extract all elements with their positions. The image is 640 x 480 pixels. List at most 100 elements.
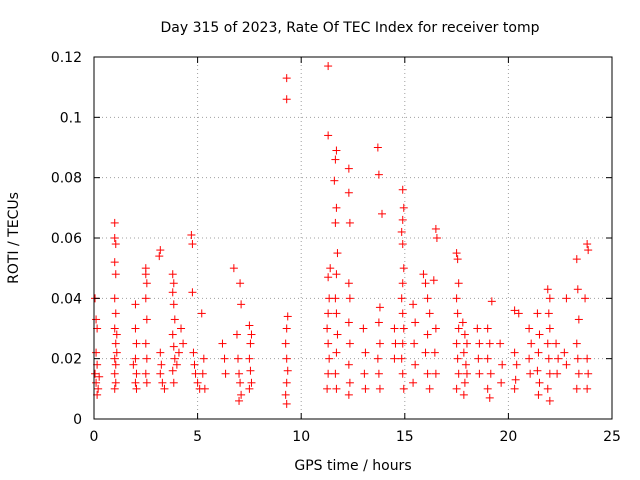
data-point — [581, 294, 590, 303]
data-point — [419, 270, 428, 279]
data-point — [460, 330, 469, 339]
data-point — [525, 324, 534, 333]
data-point — [452, 384, 461, 393]
data-point — [562, 360, 571, 369]
data-point — [110, 384, 119, 393]
data-point — [454, 279, 463, 288]
data-point — [361, 348, 370, 357]
data-point — [399, 324, 408, 333]
data-point — [458, 318, 467, 327]
data-point — [453, 309, 462, 318]
y-tick-label: 0.04 — [51, 291, 82, 307]
data-point — [462, 369, 471, 378]
data-point — [545, 294, 554, 303]
data-point — [360, 369, 369, 378]
data-point — [430, 348, 439, 357]
data-point — [391, 339, 400, 348]
data-point — [511, 375, 520, 384]
data-point — [344, 188, 353, 197]
x-tick-label: 5 — [193, 429, 202, 445]
data-point — [374, 170, 383, 179]
data-point — [431, 224, 440, 233]
data-point — [282, 399, 291, 408]
data-point — [543, 384, 552, 393]
data-point — [344, 360, 353, 369]
data-point — [110, 324, 119, 333]
data-point — [452, 339, 461, 348]
data-point — [110, 234, 119, 242]
y-tick-label: 0.02 — [51, 352, 82, 368]
x-axis-ticks: 0 5 10 15 20 25 — [90, 57, 621, 445]
data-point — [483, 324, 492, 333]
data-point — [345, 218, 354, 227]
data-point — [510, 306, 519, 315]
data-point — [331, 294, 340, 303]
data-point — [141, 270, 150, 279]
data-point — [498, 360, 507, 369]
data-point — [374, 318, 383, 327]
data-point — [324, 131, 333, 140]
data-point — [332, 384, 341, 393]
data-point — [344, 279, 353, 288]
data-point — [487, 297, 496, 306]
data-point — [453, 255, 462, 264]
data-point — [423, 330, 432, 339]
data-point — [141, 369, 150, 378]
data-point — [332, 309, 341, 318]
y-axis-ticks: 0 0.02 0.04 0.06 0.08 0.1 0.12 — [51, 50, 612, 428]
data-point — [132, 384, 141, 393]
data-point — [454, 324, 463, 333]
data-point — [283, 366, 292, 375]
data-point — [282, 378, 291, 387]
data-point — [473, 324, 482, 333]
data-point — [452, 249, 461, 258]
data-point — [333, 330, 342, 339]
data-point — [157, 360, 166, 369]
data-point — [399, 264, 408, 273]
data-point — [332, 146, 341, 155]
data-point — [411, 360, 420, 369]
data-point — [374, 369, 383, 378]
data-point — [572, 255, 581, 264]
data-point — [373, 143, 382, 152]
data-point — [359, 324, 368, 333]
data-point — [142, 354, 151, 363]
data-point — [574, 315, 583, 324]
data-point — [172, 360, 181, 369]
data-point — [535, 330, 544, 339]
data-point — [527, 339, 536, 348]
data-point — [534, 348, 543, 357]
data-point — [398, 369, 407, 378]
data-point — [545, 324, 554, 333]
data-point — [142, 315, 151, 324]
data-point — [460, 378, 469, 387]
data-point — [545, 369, 554, 378]
data-point — [583, 384, 592, 393]
data-point — [397, 354, 406, 363]
data-point — [432, 234, 441, 242]
data-point — [323, 324, 332, 333]
data-point — [375, 384, 384, 393]
data-point — [345, 339, 354, 348]
data-point — [421, 279, 430, 288]
data-point — [431, 369, 440, 378]
data-point — [510, 384, 519, 393]
data-point — [496, 339, 505, 348]
data-point — [92, 315, 101, 324]
data-point — [572, 384, 581, 393]
data-point — [398, 240, 407, 249]
data-point — [170, 354, 179, 363]
data-point — [425, 309, 434, 318]
data-point — [168, 270, 177, 279]
data-point — [573, 354, 582, 363]
data-point — [583, 354, 592, 363]
data-point — [169, 279, 178, 288]
data-point — [545, 396, 554, 405]
data-point — [169, 300, 178, 309]
x-axis-label: GPS time / hours — [294, 458, 411, 474]
data-point — [111, 270, 120, 279]
data-point — [170, 315, 179, 324]
data-point — [131, 324, 140, 333]
data-point — [423, 369, 432, 378]
data-point — [514, 309, 523, 318]
